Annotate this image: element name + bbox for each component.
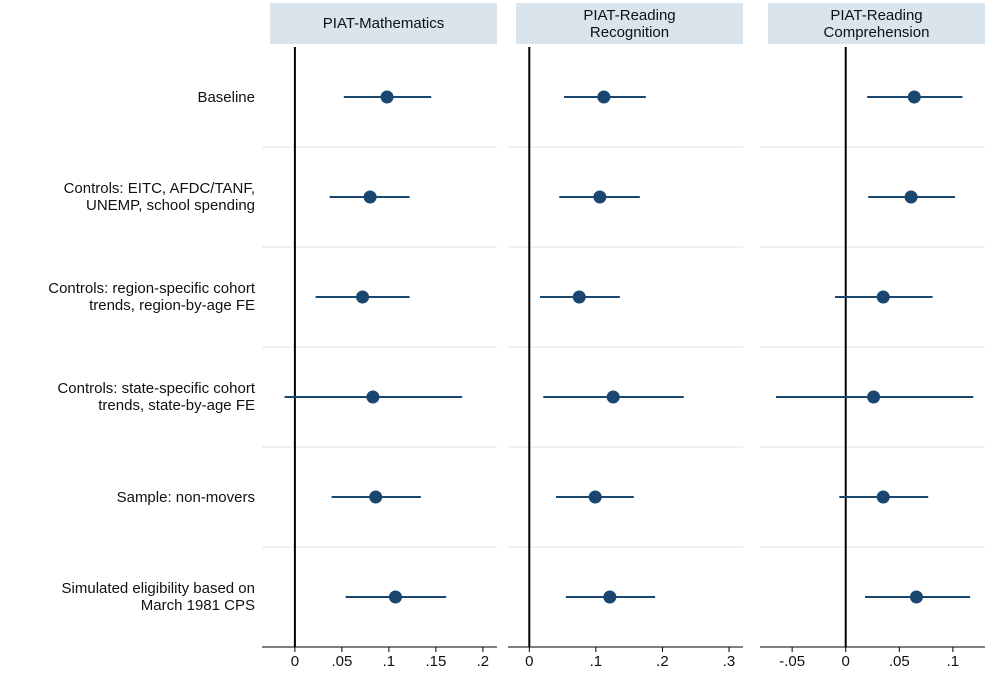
category-label: Controls: state-specific cohort trends, …	[57, 380, 255, 414]
point-estimate	[876, 490, 890, 504]
x-tick-label: .05	[331, 653, 353, 670]
category-label: Controls: region-specific cohort trends,…	[48, 280, 255, 314]
category-label: Controls: EITC, AFDC/TANF, UNEMP, school…	[63, 180, 255, 214]
x-tick-label: .2	[476, 653, 490, 670]
point-estimate	[380, 90, 394, 104]
point-estimate	[907, 90, 921, 104]
x-tick-label: .1	[946, 653, 960, 670]
x-tick-label: .2	[656, 653, 669, 670]
point-estimate	[606, 390, 620, 404]
x-tick-label: .3	[722, 653, 736, 670]
point-estimate	[909, 590, 923, 604]
category-label: Baseline	[197, 88, 255, 106]
point-estimate	[369, 490, 383, 504]
panel-title: PIAT-Reading Recognition	[516, 3, 743, 44]
category-label: Simulated eligibility based on March 198…	[61, 580, 255, 614]
point-estimate	[876, 290, 890, 304]
point-estimate	[593, 190, 607, 204]
point-estimate	[356, 290, 370, 304]
x-tick-label: 0	[841, 653, 850, 670]
x-tick-label: 0	[290, 653, 300, 670]
point-estimate	[572, 290, 586, 304]
point-estimate	[603, 590, 617, 604]
x-tick-label: -.05	[779, 653, 806, 670]
x-tick-label: .05	[888, 653, 910, 670]
x-tick-label: .1	[589, 653, 603, 670]
x-tick-label: 0	[525, 653, 534, 670]
point-estimate	[366, 390, 380, 404]
panel-title: PIAT-Reading Comprehension	[768, 3, 985, 44]
point-estimate	[588, 490, 602, 504]
point-estimate	[388, 590, 402, 604]
point-estimate	[597, 90, 611, 104]
point-estimate	[904, 190, 918, 204]
x-tick-label: .1	[382, 653, 396, 670]
panel-title: PIAT-Mathematics	[270, 3, 497, 44]
x-tick-label: .15	[425, 653, 447, 670]
point-estimate	[363, 190, 377, 204]
point-estimate	[867, 390, 881, 404]
category-label: Sample: non-movers	[116, 488, 255, 506]
